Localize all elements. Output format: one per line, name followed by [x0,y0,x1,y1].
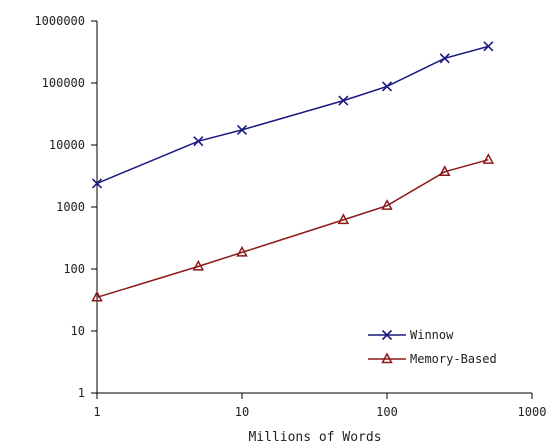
legend-marker [381,329,393,341]
y-tick-label: 10000 [49,138,85,152]
x-tick-label: 1 [93,405,100,419]
x-tick-label: 10 [235,405,249,419]
data-point [91,178,103,189]
data-point [236,124,248,135]
x-tick-label: 100 [376,405,398,419]
legend: Winnow Memory-Based [368,328,497,366]
data-point [193,136,204,147]
y-tick-label: 100000 [42,76,85,90]
legend-item: Winnow [368,328,454,342]
y-tick-label: 1000000 [34,14,85,28]
axes [96,21,532,394]
x-tick-label: 1000 [518,405,547,419]
series-1 [91,153,495,302]
y-tick-label: 1 [78,386,85,400]
series-line [96,158,489,299]
data-point [337,213,350,225]
data-point [236,245,248,257]
data-point [381,199,393,210]
legend-item: Memory-Based [368,352,497,366]
series-layer [91,41,495,302]
y-tick-label: 10 [71,324,85,338]
legend-marker [381,352,393,364]
series-0 [91,41,494,189]
legend-label: Memory-Based [410,352,497,366]
series-line [96,45,489,185]
data-point [381,81,393,92]
data-point [91,290,103,302]
y-tick-label: 100 [63,262,85,276]
data-point [438,165,451,177]
x-axis-label: Millions of Words [248,430,381,445]
data-point [483,41,494,52]
data-point [192,259,205,271]
ticks: 1 10 100 1000 10000 100000 1000000 1 10 100 1000 [34,14,546,419]
data-point [439,53,450,64]
data-point [338,95,349,106]
y-tick-label: 1000 [56,200,85,214]
legend-label: Winnow [410,328,454,342]
data-point [482,153,495,164]
